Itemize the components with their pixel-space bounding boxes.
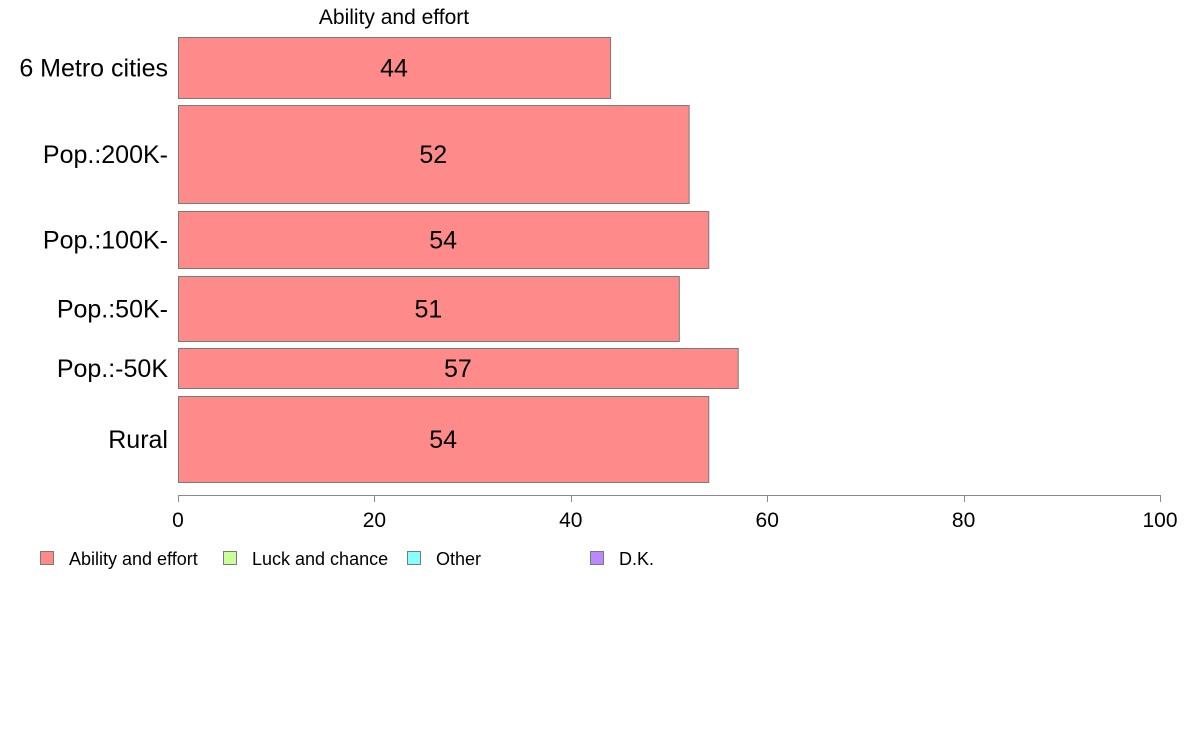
category-label-4: Pop.:-50K	[57, 355, 169, 383]
bar-1	[178, 105, 690, 204]
category-labels: 6 Metro cities Pop.:200K- Pop.:100K- Pop.:5…	[19, 55, 168, 455]
value-label-3: 51	[415, 296, 443, 324]
legend-swatch-1	[223, 551, 237, 565]
value-label-4: 57	[444, 355, 472, 383]
category-label-2: Pop.:100K-	[43, 227, 168, 255]
x-tick-label-1: 20	[363, 509, 386, 532]
legend-swatch-0	[40, 551, 54, 565]
category-label-0: 6 Metro cities	[19, 55, 168, 83]
bar-3	[178, 276, 680, 342]
legend: Ability and effort Luck and chance Other D.…	[40, 549, 654, 569]
x-tick-label-4: 80	[952, 509, 975, 532]
category-label-5: Rural	[108, 426, 168, 454]
category-label-3: Pop.:50K-	[57, 296, 168, 324]
legend-label-1: Luck and chance	[252, 549, 388, 569]
legend-label-2: Other	[436, 549, 481, 569]
value-label-2: 54	[429, 227, 457, 255]
bar-5	[178, 396, 710, 483]
value-label-5: 54	[429, 426, 457, 454]
x-tick-label-5: 100	[1142, 509, 1177, 532]
value-labels: 44 52 54 51 57 54	[380, 55, 472, 455]
x-axis: 0 20 40 60 80 100	[172, 495, 1178, 532]
bar-4	[178, 348, 739, 389]
value-label-1: 52	[419, 141, 447, 169]
bars-group	[178, 37, 739, 483]
bar-2	[178, 211, 710, 269]
legend-label-0: Ability and effort	[69, 549, 198, 569]
chart-title: Ability and effort	[319, 6, 469, 29]
legend-swatch-2	[407, 551, 421, 565]
value-label-0: 44	[380, 55, 408, 83]
category-label-1: Pop.:200K-	[43, 141, 168, 169]
legend-swatch-3	[590, 551, 604, 565]
x-tick-label-2: 40	[559, 509, 582, 532]
bar-0	[178, 37, 612, 99]
x-tick-label-0: 0	[172, 509, 184, 532]
x-tick-label-3: 60	[756, 509, 779, 532]
legend-label-3: D.K.	[619, 549, 654, 569]
